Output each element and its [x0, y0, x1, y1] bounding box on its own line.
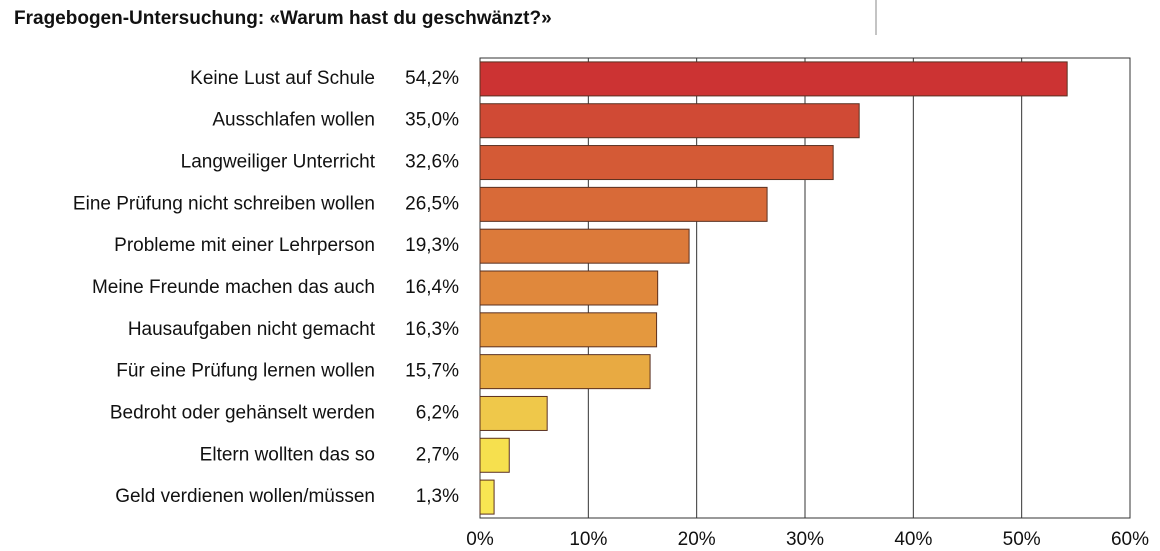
bar	[479, 437, 510, 473]
category-label: Meine Freunde machen das auch	[92, 277, 375, 298]
category-label: Ausschlafen wollen	[212, 110, 375, 131]
bar	[479, 145, 834, 181]
chart-title: Fragebogen-Untersuchung: «Warum hast du …	[14, 8, 552, 29]
x-tick-label: 50%	[1003, 529, 1041, 550]
x-tick-label: 60%	[1111, 529, 1149, 550]
bar	[479, 479, 495, 515]
value-label: 19,3%	[405, 235, 459, 256]
bar	[479, 103, 860, 139]
x-tick-label: 0%	[466, 529, 494, 550]
category-label: Probleme mit einer Lehrperson	[114, 235, 375, 256]
x-tick-label: 20%	[678, 529, 716, 550]
value-label: 16,4%	[405, 277, 459, 298]
x-tick-label: 40%	[894, 529, 932, 550]
value-label: 26,5%	[405, 193, 459, 214]
value-label: 1,3%	[416, 486, 459, 507]
category-label: Langweiliger Unterricht	[181, 152, 376, 173]
category-label: Für eine Prüfung lernen wollen	[116, 361, 375, 382]
bar	[479, 61, 1068, 97]
value-label: 2,7%	[416, 444, 459, 465]
value-label: 54,2%	[405, 68, 459, 89]
bar	[479, 354, 651, 390]
value-label: 35,0%	[405, 110, 459, 131]
value-label: 6,2%	[416, 402, 459, 423]
bar	[479, 228, 690, 264]
category-label: Geld verdienen wollen/müssen	[115, 486, 375, 507]
category-label: Eltern wollten das so	[200, 444, 375, 465]
category-label: Keine Lust auf Schule	[190, 68, 375, 89]
value-label: 15,7%	[405, 361, 459, 382]
value-label: 32,6%	[405, 152, 459, 173]
bar	[479, 270, 659, 306]
bar	[479, 186, 768, 222]
x-tick-label: 30%	[786, 529, 824, 550]
value-label: 16,3%	[405, 319, 459, 340]
category-label: Hausaufgaben nicht gemacht	[128, 319, 376, 340]
bar	[479, 312, 658, 348]
bar	[479, 395, 548, 431]
x-tick-label: 10%	[569, 529, 607, 550]
category-label: Eine Prüfung nicht schreiben wollen	[73, 193, 375, 214]
category-label: Bedroht oder gehänselt werden	[110, 402, 375, 423]
